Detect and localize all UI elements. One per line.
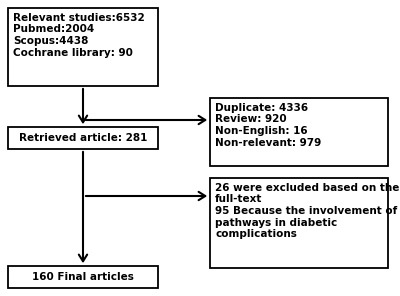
Text: Duplicate: 4336: Duplicate: 4336 [215, 103, 308, 113]
Bar [8, 266, 158, 288]
Text: Review: 920: Review: 920 [215, 115, 287, 125]
Text: complications: complications [215, 229, 297, 239]
Text: Pubmed:2004: Pubmed:2004 [13, 25, 94, 35]
Text: Non-English: 16: Non-English: 16 [215, 126, 308, 136]
Bar [210, 178, 388, 268]
Text: Relevant studies:6532: Relevant studies:6532 [13, 13, 145, 23]
Text: Retrieved article: 281: Retrieved article: 281 [19, 133, 147, 143]
Text: 160 Final articles: 160 Final articles [32, 272, 134, 282]
Text: pathways in diabetic: pathways in diabetic [215, 218, 337, 228]
Bar [8, 127, 158, 149]
Text: Scopus:4438: Scopus:4438 [13, 36, 88, 46]
Text: 95 Because the involvement of: 95 Because the involvement of [215, 206, 397, 216]
Text: Non-relevant: 979: Non-relevant: 979 [215, 138, 321, 147]
Text: full-text: full-text [215, 194, 262, 205]
Text: 26 were excluded based on their: 26 were excluded based on their [215, 183, 400, 193]
Bar [8, 8, 158, 86]
Text: Cochrane library: 90: Cochrane library: 90 [13, 47, 133, 57]
Bar [210, 98, 388, 166]
